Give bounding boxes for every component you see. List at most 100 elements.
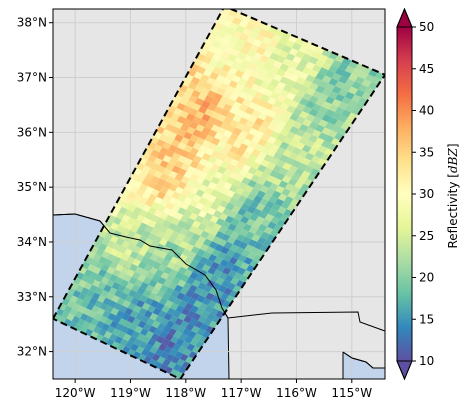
reflectivity-cell — [165, 162, 175, 171]
reflectivity-cell — [149, 312, 159, 321]
reflectivity-cell — [239, 228, 249, 237]
reflectivity-cell — [292, 82, 303, 91]
reflectivity-cell — [136, 175, 145, 184]
reflectivity-cell — [198, 210, 208, 218]
reflectivity-cell — [289, 113, 300, 122]
reflectivity-cell — [210, 189, 220, 198]
reflectivity-cell — [267, 110, 277, 118]
reflectivity-cell — [148, 325, 158, 334]
reflectivity-cell — [260, 146, 271, 155]
reflectivity-cell — [285, 157, 296, 166]
reflectivity-cell — [242, 151, 252, 159]
reflectivity-cell — [205, 292, 215, 301]
reflectivity-cell — [315, 72, 326, 81]
reflectivity-cell — [172, 264, 182, 272]
reflectivity-cell — [325, 109, 335, 118]
reflectivity-cell — [283, 97, 293, 106]
reflectivity-cell — [190, 246, 200, 254]
reflectivity-cell — [182, 295, 191, 303]
reflectivity-cell — [263, 141, 274, 150]
reflectivity-cell — [294, 168, 305, 176]
reflectivity-cell — [250, 187, 260, 196]
reflectivity-cell — [95, 274, 104, 283]
reflectivity-cell — [110, 307, 120, 316]
reflectivity-cell — [99, 315, 108, 324]
reflectivity-cell — [160, 351, 169, 359]
reflectivity-cell — [114, 336, 123, 344]
reflectivity-cell — [117, 330, 126, 339]
reflectivity-cell — [181, 307, 190, 316]
reflectivity-cell — [173, 107, 183, 116]
reflectivity-cell — [127, 243, 136, 251]
reflectivity-cell — [140, 282, 149, 290]
reflectivity-cell — [85, 315, 94, 324]
reflectivity-cell — [82, 320, 91, 329]
reflectivity-cell — [338, 75, 349, 84]
reflectivity-cell — [331, 59, 342, 68]
reflectivity-cell — [368, 82, 379, 90]
reflectivity-cell — [120, 325, 130, 334]
reflectivity-cell — [171, 152, 181, 161]
reflectivity-cell — [278, 193, 288, 202]
reflectivity-cell — [141, 302, 151, 311]
reflectivity-cell — [295, 77, 306, 85]
swath-outline — [53, 9, 385, 379]
reflectivity-cell — [222, 267, 232, 275]
reflectivity-cell — [150, 136, 160, 145]
reflectivity-cell — [138, 235, 148, 244]
reflectivity-cell — [354, 76, 365, 85]
reflectivity-cell — [248, 140, 258, 149]
reflectivity-cell — [183, 282, 192, 290]
reflectivity-cell — [312, 77, 322, 86]
reflectivity-cell — [302, 131, 312, 140]
reflectivity-cell — [183, 170, 193, 179]
reflectivity-cell — [231, 192, 242, 201]
reflectivity-cell — [223, 156, 233, 164]
reflectivity-cell — [208, 254, 218, 262]
reflectivity-cell — [177, 181, 187, 190]
reflectivity-cell — [80, 300, 89, 308]
reflectivity-cell — [361, 79, 372, 88]
reflectivity-cell — [142, 204, 151, 213]
reflectivity-cell — [192, 129, 202, 138]
y-tick-label: 36°N — [17, 125, 47, 139]
reflectivity-cell — [312, 116, 322, 125]
reflectivity-cell — [279, 141, 290, 150]
reflectivity-cell — [75, 297, 84, 306]
reflectivity-cell — [181, 340, 190, 349]
reflectivity-cell — [292, 134, 303, 143]
reflectivity-cell — [328, 117, 338, 125]
reflectivity-cell — [231, 62, 241, 70]
reflectivity-cell — [109, 248, 119, 257]
reflectivity-cell — [248, 101, 258, 110]
reflectivity-cell — [84, 269, 93, 277]
reflectivity-cell — [257, 73, 267, 82]
reflectivity-cell — [144, 173, 154, 181]
reflectivity-cell — [138, 307, 148, 316]
reflectivity-cell — [231, 75, 242, 84]
reflectivity-cell — [331, 112, 342, 120]
reflectivity-cell — [335, 67, 345, 76]
reflectivity-cell — [263, 89, 274, 97]
reflectivity-cell — [224, 46, 234, 54]
reflectivity-cell — [281, 188, 291, 197]
reflectivity-cell — [202, 330, 211, 339]
reflectivity-cell — [292, 55, 302, 64]
reflectivity-cell — [286, 144, 296, 153]
reflectivity-cell — [180, 163, 190, 171]
reflectivity-cell — [275, 42, 286, 51]
reflectivity-cell — [212, 79, 223, 88]
reflectivity-cell — [231, 205, 241, 214]
reflectivity-cell — [215, 218, 225, 226]
reflectivity-cell — [144, 343, 153, 352]
reflectivity-cell — [150, 149, 160, 158]
reflectivity-cell — [136, 333, 146, 341]
reflectivity-cell — [86, 302, 95, 311]
reflectivity-cell — [244, 185, 254, 193]
reflectivity-cell — [269, 65, 280, 74]
reflectivity-cell — [148, 194, 157, 202]
reflectivity-cell — [318, 93, 329, 102]
reflectivity-cell — [165, 353, 175, 362]
reflectivity-cell — [276, 94, 287, 103]
reflectivity-cell — [171, 126, 181, 135]
